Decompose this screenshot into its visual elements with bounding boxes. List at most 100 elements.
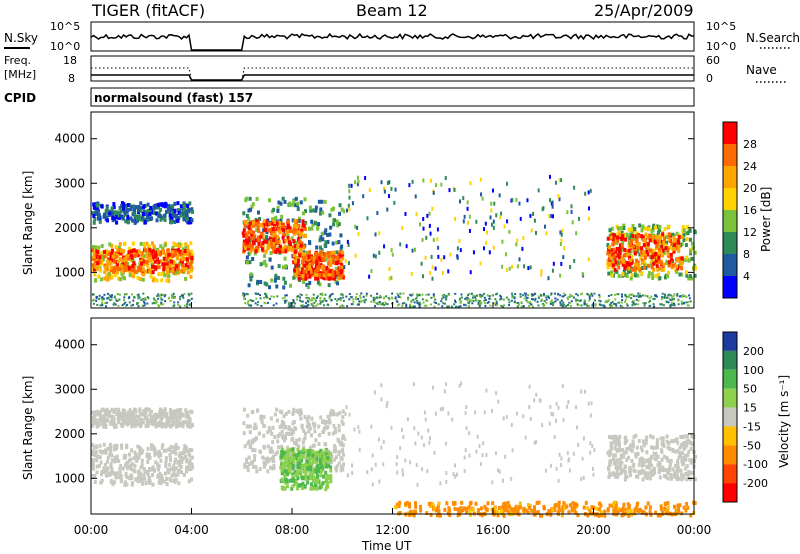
- power-cell: [675, 231, 679, 236]
- velocity-cell: [91, 410, 95, 415]
- power-cell: [270, 295, 273, 298]
- power-cell: [264, 239, 268, 244]
- power-cell: [638, 292, 641, 295]
- power-cell: [329, 293, 332, 296]
- velocity-cell: [157, 449, 161, 454]
- velocity-cell: [607, 467, 611, 472]
- power-cell: [349, 296, 352, 299]
- velocity-cell: [656, 454, 660, 459]
- velocity-cell: [614, 474, 618, 479]
- power-cell: [648, 301, 651, 304]
- velocity-cell: [612, 453, 616, 458]
- power-cell: [437, 303, 440, 306]
- velocity-cell: [311, 453, 315, 458]
- power-cell: [184, 245, 188, 250]
- power-cell: [323, 199, 327, 204]
- velocity-cell: [317, 442, 321, 447]
- velocity-cell: [130, 482, 134, 487]
- velocity-cell: [103, 417, 107, 422]
- power-cell: [252, 247, 256, 252]
- power-cell: [293, 231, 297, 236]
- power-cell: [324, 293, 327, 296]
- velocity-cell: [427, 501, 431, 506]
- power-cell: [273, 244, 277, 249]
- velocity-cell: [122, 417, 126, 422]
- velocity-cell: [299, 469, 303, 474]
- velocity-cell: [291, 447, 295, 452]
- power-cell: [611, 233, 615, 238]
- power-cell: [649, 261, 653, 266]
- power-cell: [669, 255, 673, 260]
- velocity-cell: [677, 450, 681, 455]
- power-cell: [296, 298, 299, 301]
- velocity-cell: [571, 501, 575, 506]
- velocity-cell: [608, 462, 612, 467]
- power-cell: [496, 292, 499, 295]
- power-cell: [302, 279, 306, 284]
- velocity-cell: [680, 459, 684, 464]
- power-cell: [569, 304, 572, 307]
- power-cell: [330, 268, 334, 273]
- power-cell: [263, 301, 266, 304]
- velocity-cell: [169, 444, 173, 449]
- velocity-cell: [661, 439, 665, 444]
- velocity-cell: [170, 420, 174, 425]
- power-cell: [299, 293, 302, 296]
- power-cell: [283, 199, 287, 204]
- power-cell: [421, 293, 424, 296]
- velocity-cell: [102, 466, 106, 471]
- power-cell: [160, 301, 163, 304]
- power-cell: [282, 276, 286, 281]
- power-cell: [328, 258, 332, 263]
- power-cell: [305, 261, 309, 266]
- velocity-cell: [687, 449, 691, 454]
- power-cell: [259, 297, 262, 300]
- power-cell: [112, 303, 115, 306]
- velocity-cell: [311, 465, 315, 470]
- power-cell: [364, 175, 367, 180]
- power-cell: [403, 302, 406, 305]
- power-cell: [500, 297, 503, 300]
- power-cell: [354, 224, 357, 229]
- power-cell: [117, 304, 120, 307]
- power-cell: [651, 234, 655, 239]
- power-cell: [327, 283, 331, 288]
- power-cell: [116, 262, 120, 267]
- power-cell: [319, 250, 323, 255]
- power-cell: [584, 303, 587, 306]
- velocity-cell: [120, 417, 124, 422]
- power-cell: [642, 265, 646, 270]
- power-cell: [573, 185, 576, 190]
- velocity-cell: [291, 466, 295, 471]
- power-cell: [485, 240, 488, 245]
- velocity-cell: [318, 453, 322, 458]
- power-cell: [296, 295, 299, 298]
- power-cell: [358, 300, 361, 303]
- power-cell: [518, 201, 521, 206]
- velocity-cell: [308, 445, 312, 450]
- power-cell: [315, 255, 319, 260]
- power-cell: [410, 301, 413, 304]
- velocity-cell: [178, 423, 182, 428]
- velocity-cell: [287, 425, 291, 430]
- power-cell: [169, 299, 172, 302]
- power-cell: [249, 207, 253, 212]
- power-cell: [614, 253, 618, 258]
- velocity-cell: [245, 424, 249, 429]
- velocity-cell: [291, 421, 295, 426]
- power-cell: [684, 270, 688, 275]
- power-cell: [132, 303, 135, 306]
- power-cell: [167, 274, 171, 279]
- power-cell: [677, 244, 681, 249]
- velocity-cell: [152, 416, 156, 421]
- power-cell: [362, 295, 365, 298]
- power-cell: [319, 293, 322, 296]
- velocity-cell: [129, 417, 133, 422]
- velocity-cell: [171, 410, 175, 415]
- power-cell: [260, 247, 264, 252]
- power-cell: [652, 225, 656, 230]
- power-cell: [127, 246, 131, 251]
- power-cell: [413, 301, 416, 304]
- velocity-cell: [262, 415, 266, 420]
- power-cell: [281, 247, 285, 252]
